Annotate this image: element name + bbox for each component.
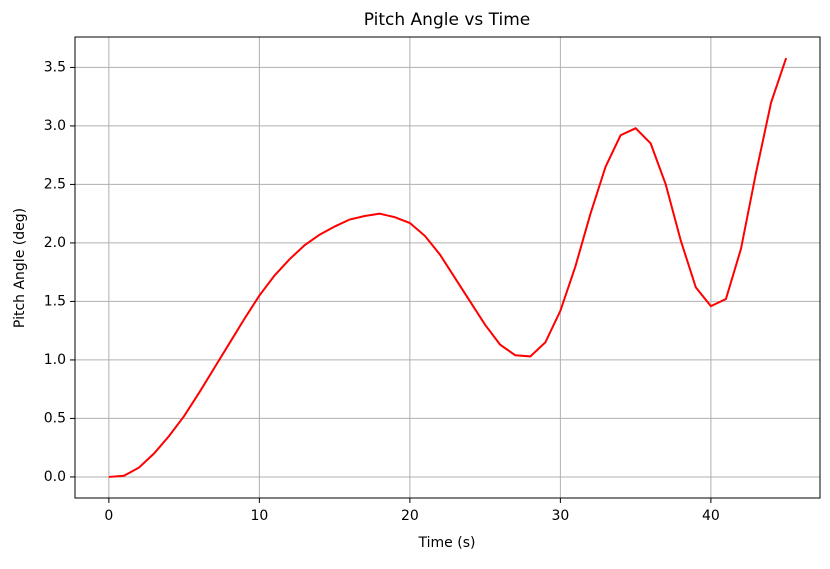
y-tick-label: 0.5 (44, 410, 66, 426)
data-line (108, 57, 788, 478)
y-tick-label: 1.5 (44, 293, 66, 309)
y-tick-label: 1.0 (44, 352, 66, 368)
x-tick-label: 10 (250, 508, 268, 524)
y-tick-label: 0.0 (44, 469, 66, 485)
y-tick-label: 3.5 (44, 59, 66, 75)
x-tick-label: 30 (551, 508, 569, 524)
y-axis-label: Pitch Angle (deg) (12, 208, 28, 328)
chart-title: Pitch Angle vs Time (364, 10, 531, 30)
y-tick-label: 2.0 (44, 235, 66, 251)
plot-frame (74, 36, 821, 499)
x-tick-label: 0 (104, 508, 113, 524)
y-tick-label: 2.5 (44, 176, 66, 192)
y-tick-label: 3.0 (44, 118, 66, 134)
x-tick-label: 40 (702, 508, 720, 524)
x-tick-label: 20 (401, 508, 419, 524)
x-axis-label: Time (s) (418, 535, 476, 551)
